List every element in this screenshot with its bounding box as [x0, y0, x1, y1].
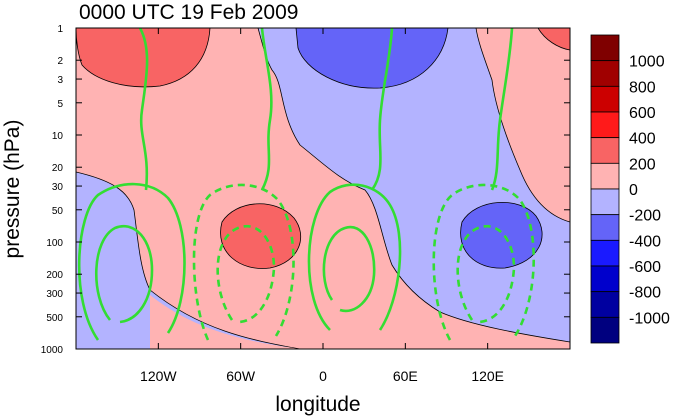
y-tick-label: 50 [52, 206, 64, 217]
colorbar-label: -600 [629, 259, 661, 276]
high-region [537, 28, 570, 51]
y-tick-label: 300 [46, 289, 63, 300]
colorbar-swatch [590, 111, 620, 139]
green-contour-dashed [432, 183, 536, 341]
colorbar-swatch [590, 265, 620, 293]
y-tick-label: 5 [57, 99, 63, 110]
y-tick-label: 30 [52, 182, 64, 193]
green-contour-solid [370, 28, 394, 191]
y-tick-label: 2 [57, 56, 63, 67]
green-contour-solid [307, 183, 402, 331]
green-contour-dashed [192, 183, 295, 341]
x-tick-label: 60E [393, 368, 418, 384]
colorbar-label: -200 [629, 208, 661, 225]
low-region [460, 202, 543, 269]
y-tick-label: 3 [57, 75, 63, 86]
y-tick-label: 10 [52, 131, 64, 142]
x-tick-label: 120E [471, 368, 504, 384]
colorbar-swatch [590, 239, 620, 267]
green-contour-solid [138, 28, 149, 191]
y-tick-label: 500 [46, 313, 63, 324]
colorbar: 1000 800 600 400 200 0 -200 -400 -600 -800 -1000 [590, 34, 670, 344]
green-contour-dashed [216, 225, 276, 324]
colorbar-label: 600 [629, 105, 656, 122]
green-contour-solid [490, 28, 514, 191]
x-axis-label: longitude [275, 393, 360, 416]
y-tick-label: 20 [52, 163, 64, 174]
colorbar-swatch [590, 137, 620, 164]
y-axis-ticks: 1 2 3 5 10 20 30 50 100 200 300 500 1000 [41, 24, 570, 356]
y-tick-label: 1 [57, 24, 63, 35]
colorbar-swatch [590, 291, 620, 318]
y-tick-label: 1000 [41, 345, 64, 356]
low-region [295, 28, 449, 89]
colorbar-swatch [590, 162, 620, 190]
plot-area [76, 28, 570, 349]
x-tick-label: 60W [226, 368, 256, 384]
x-tick-label: 120W [140, 368, 177, 384]
colorbar-label: -400 [629, 233, 661, 250]
green-contour-dashed [456, 225, 516, 324]
green-contour-solid [77, 182, 186, 341]
colorbar-label: 0 [629, 182, 638, 199]
colorbar-label: 1000 [629, 54, 665, 71]
colorbar-swatch [590, 85, 620, 113]
positive-region [150, 295, 300, 349]
chart-title: 0000 UTC 19 Feb 2009 [79, 1, 298, 24]
y-tick-label: 200 [46, 270, 63, 281]
positive-region [475, 28, 570, 223]
colorbar-swatch [590, 188, 620, 216]
x-tick-label: 0 [319, 368, 327, 384]
high-region [76, 28, 211, 88]
colorbar-swatch [590, 214, 620, 241]
green-contour-solid [260, 28, 273, 191]
y-tick-label: 100 [46, 238, 63, 249]
x-axis-ticks: 120W 60W 0 60E 120E [140, 28, 504, 384]
colorbar-label: 200 [629, 156, 656, 173]
colorbar-swatch [590, 316, 620, 344]
colorbar-label: 400 [629, 131, 656, 148]
y-axis-label: pressure (hPa) [1, 120, 24, 259]
green-contour-solid [94, 225, 154, 324]
colorbar-swatch [590, 34, 620, 62]
green-contours [77, 28, 536, 341]
colorbar-label: -1000 [629, 310, 670, 327]
colorbar-label: 800 [629, 79, 656, 96]
green-contour-solid [322, 225, 376, 313]
colorbar-label: -800 [629, 285, 661, 302]
high-region [220, 203, 302, 269]
colorbar-swatch [590, 60, 620, 87]
